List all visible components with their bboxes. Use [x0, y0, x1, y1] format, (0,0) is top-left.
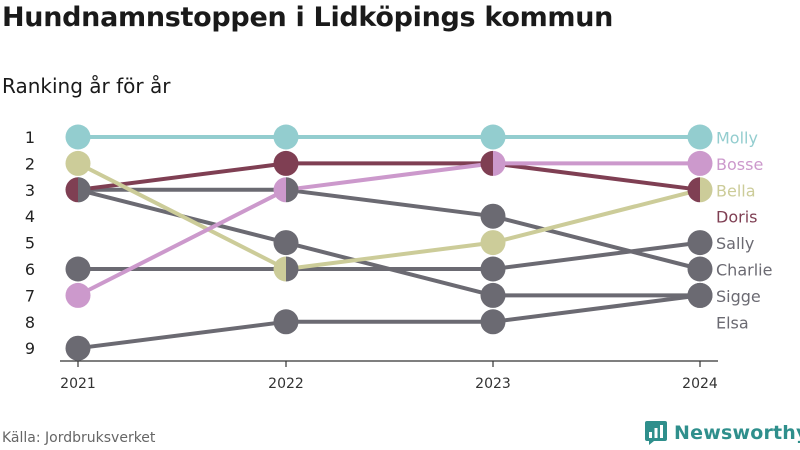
point-sigge-2024	[687, 282, 713, 308]
point-bella-2024	[700, 177, 713, 203]
y-tick-label: 6	[25, 260, 35, 279]
y-tick-label: 4	[25, 207, 35, 226]
point-charlie-2022	[286, 177, 299, 203]
point-charlie-2024	[687, 256, 713, 282]
chart-subtitle: Ranking år för år	[2, 74, 171, 98]
x-tick-label: 2022	[268, 376, 304, 392]
point-sally-2024	[687, 230, 713, 256]
end-label-doris: Doris	[716, 208, 757, 227]
series-line-bella	[76, 161, 702, 271]
end-label-charlie: Charlie	[716, 261, 772, 280]
brand-name: Newsworthy	[674, 422, 800, 444]
point-bosse-2022	[273, 177, 286, 203]
point-elsa-2022	[273, 309, 299, 335]
y-tick-label: 9	[25, 339, 35, 358]
point-molly-2024	[687, 124, 713, 150]
point-doris-2023	[480, 150, 493, 176]
series-line-doris	[76, 161, 702, 192]
newsworthy-icon	[645, 421, 667, 445]
point-bella-2023	[480, 230, 506, 256]
series-line-charlie	[76, 187, 702, 271]
point-elsa-2023	[480, 309, 506, 335]
series-line-bosse	[76, 161, 702, 298]
point-doris-2021	[65, 177, 78, 203]
point-bosse-2023	[493, 150, 506, 176]
end-label-elsa: Elsa	[716, 313, 749, 332]
y-tick-label: 7	[25, 286, 35, 305]
point-bella-2022	[273, 256, 286, 282]
y-tick-label: 8	[25, 313, 35, 332]
point-molly-2023	[480, 124, 506, 150]
point-charlie-2023	[480, 203, 506, 229]
series-line-sally	[76, 240, 702, 271]
point-elsa-2021	[65, 335, 91, 361]
series-line-sigge	[76, 187, 702, 298]
brand-logo: Newsworthy	[644, 420, 800, 446]
point-bosse-2021	[65, 282, 91, 308]
point-doris-2024	[687, 177, 700, 203]
x-tick-label: 2023	[475, 376, 511, 392]
point-doris-2022	[273, 150, 299, 176]
end-label-sally: Sally	[716, 234, 754, 253]
y-tick-label: 5	[25, 234, 35, 253]
end-label-sigge: Sigge	[716, 287, 761, 306]
point-molly-2022	[273, 124, 299, 150]
point-sally-2022	[286, 256, 299, 282]
x-tick-label: 2024	[682, 376, 718, 392]
point-bosse-2024	[687, 150, 713, 176]
point-sigge-2023	[480, 282, 506, 308]
point-charlie-2021	[78, 177, 91, 203]
end-label-molly: Molly	[716, 129, 758, 148]
x-tick-label: 2021	[60, 376, 96, 392]
end-label-bella: Bella	[716, 181, 756, 200]
series-line-elsa	[76, 293, 702, 351]
chart-title: Hundnamnstoppen i Lidköpings kommun	[2, 2, 614, 33]
end-label-bosse: Bosse	[716, 155, 763, 174]
y-tick-label: 2	[25, 154, 35, 173]
point-sally-2023	[480, 256, 506, 282]
point-bella-2021	[65, 150, 91, 176]
point-molly-2021	[65, 124, 91, 150]
y-tick-label: 3	[25, 181, 35, 200]
y-tick-label: 1	[25, 128, 35, 147]
source-note: Källa: Jordbruksverket	[2, 430, 156, 446]
point-sally-2021	[65, 256, 91, 282]
point-sigge-2022	[273, 230, 299, 256]
